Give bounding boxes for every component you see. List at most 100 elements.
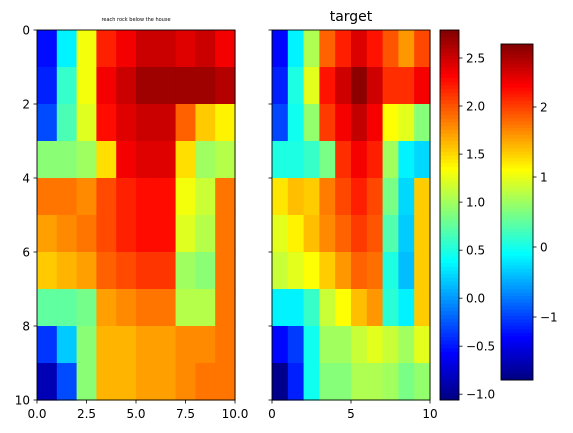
left-heatmap-cell-r1-c5 [136, 67, 157, 105]
right-heatmap-cell-r2-c6 [366, 104, 384, 142]
left-heatmap-cell-r2-c0 [37, 104, 58, 142]
left-heatmap-cell-r5-c7 [175, 215, 196, 253]
right-heatmap-cell-r3-c2 [303, 141, 320, 179]
left-heatmap-cell-r3-c4 [116, 141, 137, 179]
left-heatmap-cell-r3-c1 [56, 141, 78, 179]
colorbar-outer-strip-36 [501, 164, 533, 169]
colorbar-outer-strip-92 [501, 353, 533, 357]
colorbar-outer-strip-19 [501, 107, 533, 112]
left-heatmap-cell-r8-c8 [195, 326, 216, 364]
colorbar-target-strip-44 [440, 192, 459, 197]
right-heatmap-cell-r5-c5 [351, 215, 368, 253]
right-heatmap-cell-r6-c4 [335, 252, 352, 290]
colorbar-target-strip-3 [440, 41, 459, 46]
right-heatmap-cell-r5-c4 [335, 215, 352, 253]
right-heatmap-cell-r6-c8 [398, 252, 415, 290]
colorbar-outer-strip-59 [501, 242, 533, 247]
right-heatmap-cell-r8-c0 [272, 326, 289, 364]
left-heatmap-cell-r7-c6 [155, 289, 177, 327]
colorbar-target-strip-27 [440, 129, 459, 135]
colorbar-target-strip-9 [440, 63, 459, 68]
colorbar-target-strip-15 [440, 85, 459, 90]
right-heatmap-cell-r4-c1 [287, 178, 305, 216]
left-heatmap-cell-r9-c5 [136, 363, 157, 401]
right-heatmap-cell-r2-c3 [319, 104, 336, 142]
colorbar-outer-strip-8 [501, 70, 533, 75]
colorbar-target-tick-label-2: 0.0 [466, 292, 485, 306]
left-heatmap-cell-r2-c7 [175, 104, 196, 142]
colorbar-target-strip-30 [440, 141, 459, 146]
colorbar-target-strip-62 [440, 259, 459, 264]
left-heatmap-cell-r9-c3 [96, 363, 117, 401]
colorbar-outer-strip-61 [501, 248, 533, 253]
right-heatmap-cell-r7-c8 [398, 289, 415, 327]
colorbar-outer-strip-44 [501, 191, 533, 196]
left-heatmap-cell-r7-c9 [215, 289, 236, 327]
left-heatmap-cell-r0-c2 [76, 30, 97, 68]
colorbar-outer-tick-label-0: −1 [540, 311, 558, 325]
right-heatmap-cell-r2-c0 [272, 104, 289, 142]
colorbar-outer-strip-7 [501, 67, 533, 72]
colorbar-outer-strip-0 [501, 44, 533, 48]
colorbar-outer-strip-33 [501, 154, 533, 159]
right-heatmap-cell-r1-c0 [272, 67, 289, 105]
left-ytick-label-10: 10 [15, 394, 30, 408]
left-heatmap-cell-r4-c8 [195, 178, 216, 216]
left-heatmap-cell-r7-c4 [116, 289, 137, 327]
right-heatmap-cell-r9-c6 [366, 363, 384, 401]
colorbar-outer-strip-47 [501, 201, 533, 206]
colorbar-outer-strip-20 [501, 111, 533, 116]
colorbar-target-strip-77 [440, 314, 459, 320]
colorbar-target-strip-33 [440, 152, 459, 157]
left-heatmap-cell-r7-c7 [175, 289, 196, 327]
left-xtick-label-2.5: 2.5 [77, 407, 96, 421]
left-heatmap-cell-r4-c7 [175, 178, 196, 216]
colorbar-target-strip-60 [440, 252, 459, 257]
colorbar-target-strip-0 [440, 30, 459, 35]
left-heatmap-cell-r1-c3 [96, 67, 117, 105]
right-heatmap-cell-r6-c0 [272, 252, 289, 290]
right-heatmap-cell-r5-c2 [303, 215, 320, 253]
right-heatmap-cell-r5-c3 [319, 215, 336, 253]
colorbar-target-strip-73 [440, 300, 459, 305]
colorbar-target-strip-63 [440, 263, 459, 268]
colorbar-target-strip-24 [440, 118, 459, 123]
right-heatmap-cell-r8-c7 [382, 326, 399, 364]
colorbar-target-tick-label-4: 1.0 [466, 196, 485, 210]
right-heatmap-cell-r9-c0 [272, 363, 289, 401]
right-heatmap-cell-r1-c8 [398, 67, 415, 105]
colorbar-target-strip-35 [440, 159, 459, 164]
right-heatmap-cell-r3-c4 [335, 141, 352, 179]
colorbar-outer-strip-48 [501, 205, 533, 210]
colorbar-target-strip-93 [440, 374, 459, 379]
right-heatmap-cell-r7-c6 [366, 289, 384, 327]
left-heatmap-cell-r5-c2 [76, 215, 97, 253]
left-heatmap-cell-r4-c2 [76, 178, 97, 216]
colorbar-outer-strip-83 [501, 322, 533, 327]
colorbar-outer-strip-86 [501, 332, 533, 337]
colorbar-target-strip-47 [440, 203, 459, 209]
left-heatmap-cell-r8-c9 [215, 326, 236, 364]
colorbar-target-strip-59 [440, 248, 459, 253]
colorbar-outer-strip-17 [501, 101, 533, 105]
colorbar-target-strip-32 [440, 148, 459, 153]
colorbar-target-strip-14 [440, 81, 459, 86]
left-heatmap-cell-r8-c0 [37, 326, 58, 364]
left-y-ticks: 0 2 4 6 8 10 [15, 24, 37, 408]
colorbar-target-strip-84 [440, 340, 459, 345]
left-xtick-label-5: 5.0 [126, 407, 145, 421]
left-heatmap-cell-r5-c5 [136, 215, 157, 253]
right-heatmap-cell-r8-c4 [335, 326, 352, 364]
colorbar-target-strip-66 [440, 274, 459, 279]
colorbar-target-strip-7 [440, 55, 459, 61]
colorbar-outer-strip-82 [501, 319, 533, 324]
left-heatmap-cell-r6-c9 [215, 252, 236, 290]
left-heatmap-cell-r5-c0 [37, 215, 58, 253]
colorbar-outer-strip-21 [501, 114, 533, 119]
right-x-ticks: 0 5 10 [268, 400, 438, 421]
right-heatmap-cell-r0-c0 [272, 30, 289, 68]
colorbar-outer-strip-24 [501, 124, 533, 129]
left-heatmap-cell-r7-c5 [136, 289, 157, 327]
right-heatmap-cell-r8-c5 [351, 326, 368, 364]
colorbar-target-strip-58 [440, 244, 459, 249]
